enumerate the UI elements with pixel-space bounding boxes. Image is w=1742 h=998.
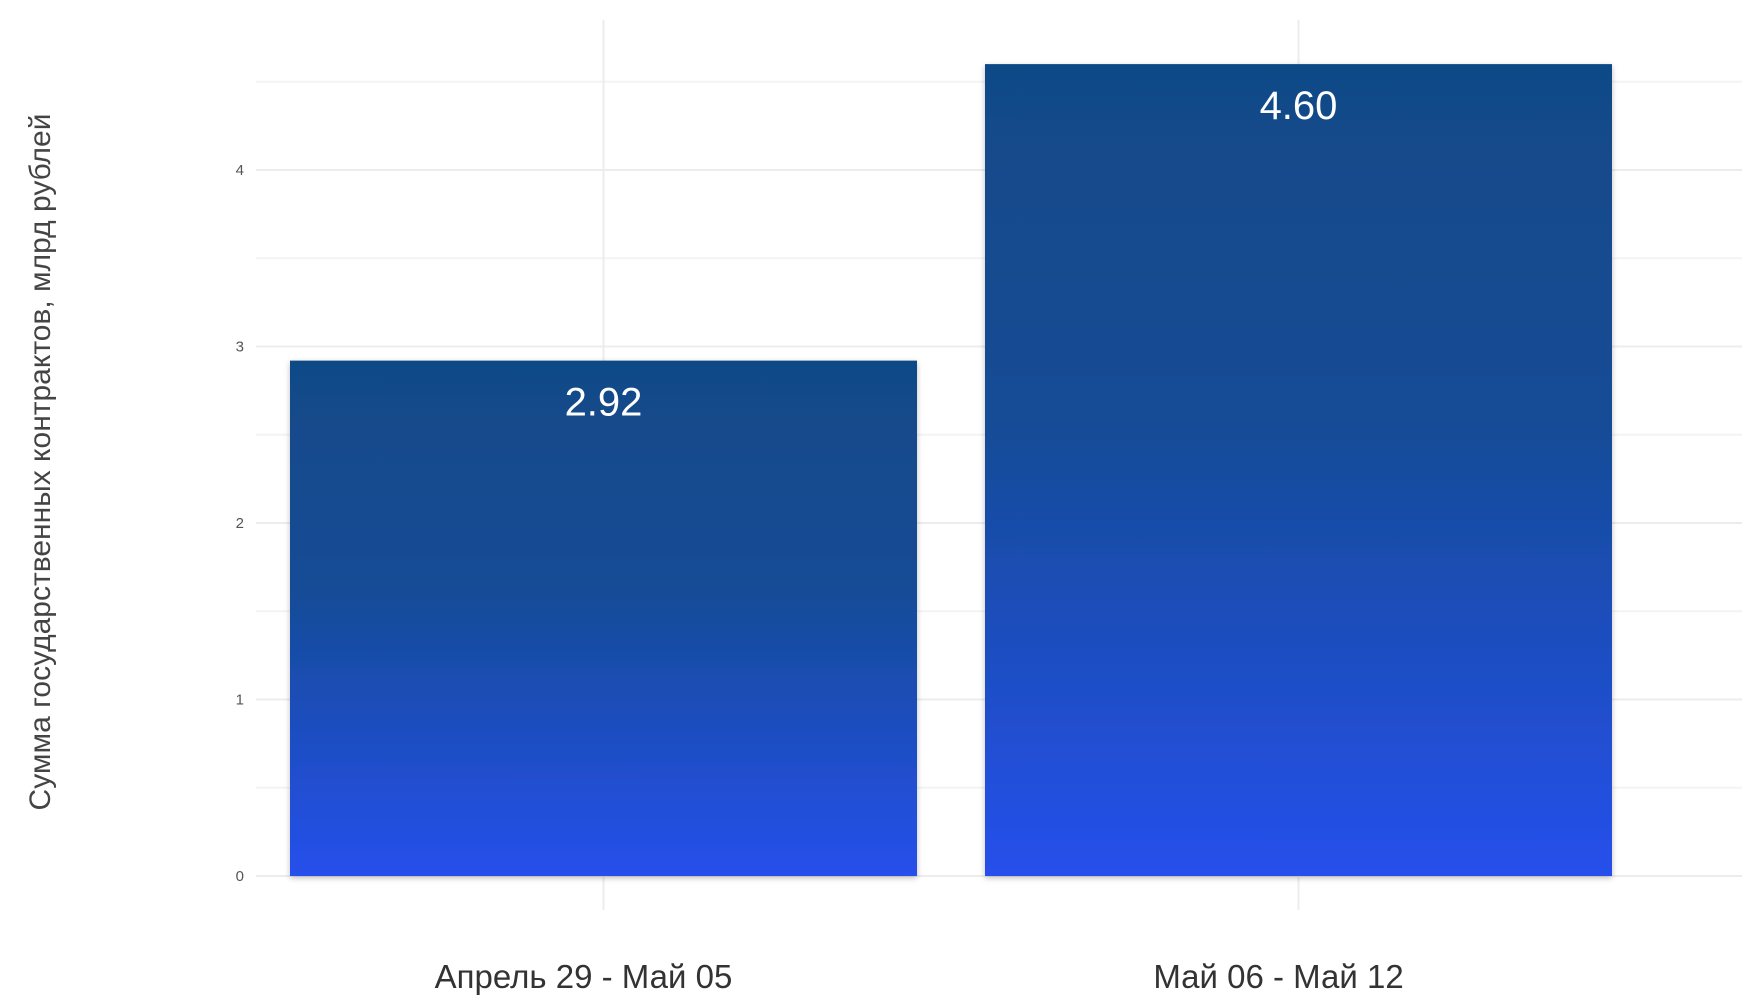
y-tick-label: 3 [236, 339, 244, 356]
category-label-1: Апрель 29 - Май 05 [435, 958, 733, 995]
y-tick-label: 4 [236, 162, 244, 179]
y-tick-label: 2 [236, 515, 244, 532]
category-label-2: Май 06 - Май 12 [1153, 958, 1403, 995]
y-axis-title: Сумма государственных контрактов, млрд р… [24, 114, 57, 811]
y-tick-label: 1 [236, 692, 244, 709]
bar-2 [985, 64, 1612, 877]
bar-1 [290, 360, 917, 876]
data-label-1: 2.92 [565, 381, 643, 425]
labels: 2.92 Апрель 29 - Май 05 4.60 Май 06 - Май 1… [236, 84, 1404, 995]
data-label-2: 4.60 [1260, 84, 1338, 128]
bars [290, 64, 1612, 877]
y-tick-label: 0 [236, 868, 244, 885]
